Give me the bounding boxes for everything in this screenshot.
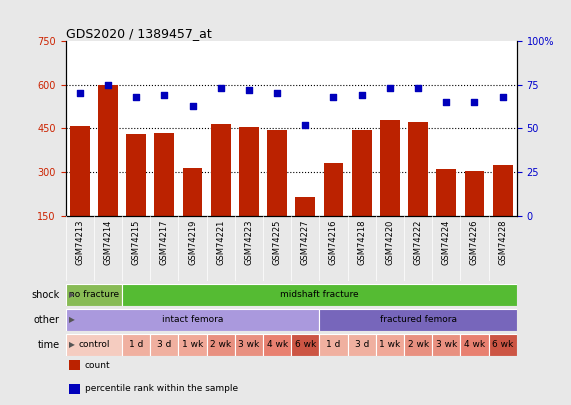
Text: 2 wk: 2 wk <box>210 341 231 350</box>
Text: 3 d: 3 d <box>355 341 369 350</box>
Text: 1 d: 1 d <box>326 341 341 350</box>
Bar <box>267 130 287 216</box>
Bar <box>352 130 372 216</box>
Text: 6 wk: 6 wk <box>295 341 316 350</box>
Text: GSM74218: GSM74218 <box>357 219 366 265</box>
Text: GSM74223: GSM74223 <box>244 219 254 265</box>
Text: midshaft fracture: midshaft fracture <box>280 290 359 299</box>
Text: GSM74224: GSM74224 <box>442 219 451 264</box>
Text: 2 wk: 2 wk <box>408 341 429 350</box>
Bar <box>70 126 90 216</box>
Bar <box>404 334 432 356</box>
Point <box>216 85 226 92</box>
Text: no fracture: no fracture <box>69 290 119 299</box>
Text: GSM74217: GSM74217 <box>160 219 169 265</box>
Text: 6 wk: 6 wk <box>492 341 513 350</box>
Bar <box>235 334 263 356</box>
Point <box>103 81 112 88</box>
Bar <box>155 133 174 216</box>
Text: GSM74227: GSM74227 <box>301 219 310 265</box>
Text: ▶: ▶ <box>69 290 74 299</box>
Bar <box>66 309 319 331</box>
Point <box>413 85 423 92</box>
Text: GSM74220: GSM74220 <box>385 219 395 264</box>
Text: GSM74228: GSM74228 <box>498 219 507 265</box>
Bar <box>436 169 456 216</box>
Bar <box>408 122 428 216</box>
Text: ▶: ▶ <box>69 341 74 350</box>
Bar <box>183 168 202 216</box>
Bar <box>69 384 80 394</box>
Bar <box>178 334 207 356</box>
Bar <box>493 165 513 216</box>
Bar <box>380 120 400 216</box>
Point <box>272 90 282 97</box>
Bar <box>319 309 517 331</box>
Bar <box>122 334 150 356</box>
Bar <box>239 127 259 216</box>
Text: control: control <box>78 341 110 350</box>
Text: GSM74226: GSM74226 <box>470 219 479 265</box>
Bar <box>122 284 517 306</box>
Bar <box>432 334 460 356</box>
Text: percentile rank within the sample: percentile rank within the sample <box>85 384 238 393</box>
Bar <box>66 284 122 306</box>
Point <box>131 94 140 100</box>
Text: GSM74219: GSM74219 <box>188 219 197 264</box>
Text: GSM74225: GSM74225 <box>272 219 282 264</box>
Point <box>75 90 85 97</box>
Point <box>357 92 366 98</box>
Text: ▶: ▶ <box>69 315 74 324</box>
Point <box>498 94 507 100</box>
Text: GSM74216: GSM74216 <box>329 219 338 265</box>
Point <box>188 102 197 109</box>
Bar <box>211 124 231 216</box>
Point <box>244 87 254 93</box>
Bar <box>69 360 80 370</box>
Bar <box>150 334 178 356</box>
Text: GSM74221: GSM74221 <box>216 219 225 264</box>
Text: intact femora: intact femora <box>162 315 223 324</box>
Bar <box>207 334 235 356</box>
Point <box>470 99 479 105</box>
Text: count: count <box>85 361 110 370</box>
Bar <box>263 334 291 356</box>
Text: fractured femora: fractured femora <box>380 315 457 324</box>
Bar <box>291 334 319 356</box>
Text: GDS2020 / 1389457_at: GDS2020 / 1389457_at <box>66 27 211 40</box>
Text: time: time <box>38 340 60 350</box>
Text: GSM74215: GSM74215 <box>132 219 140 264</box>
Bar <box>98 85 118 216</box>
Text: GSM74214: GSM74214 <box>103 219 112 264</box>
Bar <box>66 334 122 356</box>
Text: GSM74222: GSM74222 <box>413 219 423 264</box>
Text: 4 wk: 4 wk <box>267 341 288 350</box>
Bar <box>324 164 343 216</box>
Text: 3 wk: 3 wk <box>436 341 457 350</box>
Text: other: other <box>34 315 60 325</box>
Text: 4 wk: 4 wk <box>464 341 485 350</box>
Bar <box>295 197 315 216</box>
Point <box>442 99 451 105</box>
Text: 1 wk: 1 wk <box>379 341 400 350</box>
Bar <box>489 334 517 356</box>
Point <box>301 122 310 128</box>
Text: shock: shock <box>32 290 60 300</box>
Text: 1 d: 1 d <box>129 341 143 350</box>
Bar <box>348 334 376 356</box>
Bar <box>126 134 146 216</box>
Point <box>329 94 338 100</box>
Point <box>160 92 169 98</box>
Text: GSM74213: GSM74213 <box>75 219 85 265</box>
Bar <box>460 334 489 356</box>
Bar <box>319 334 348 356</box>
Bar <box>376 334 404 356</box>
Bar <box>465 171 484 216</box>
Text: 3 wk: 3 wk <box>238 341 260 350</box>
Point <box>385 85 395 92</box>
Text: 1 wk: 1 wk <box>182 341 203 350</box>
Text: 3 d: 3 d <box>157 341 171 350</box>
